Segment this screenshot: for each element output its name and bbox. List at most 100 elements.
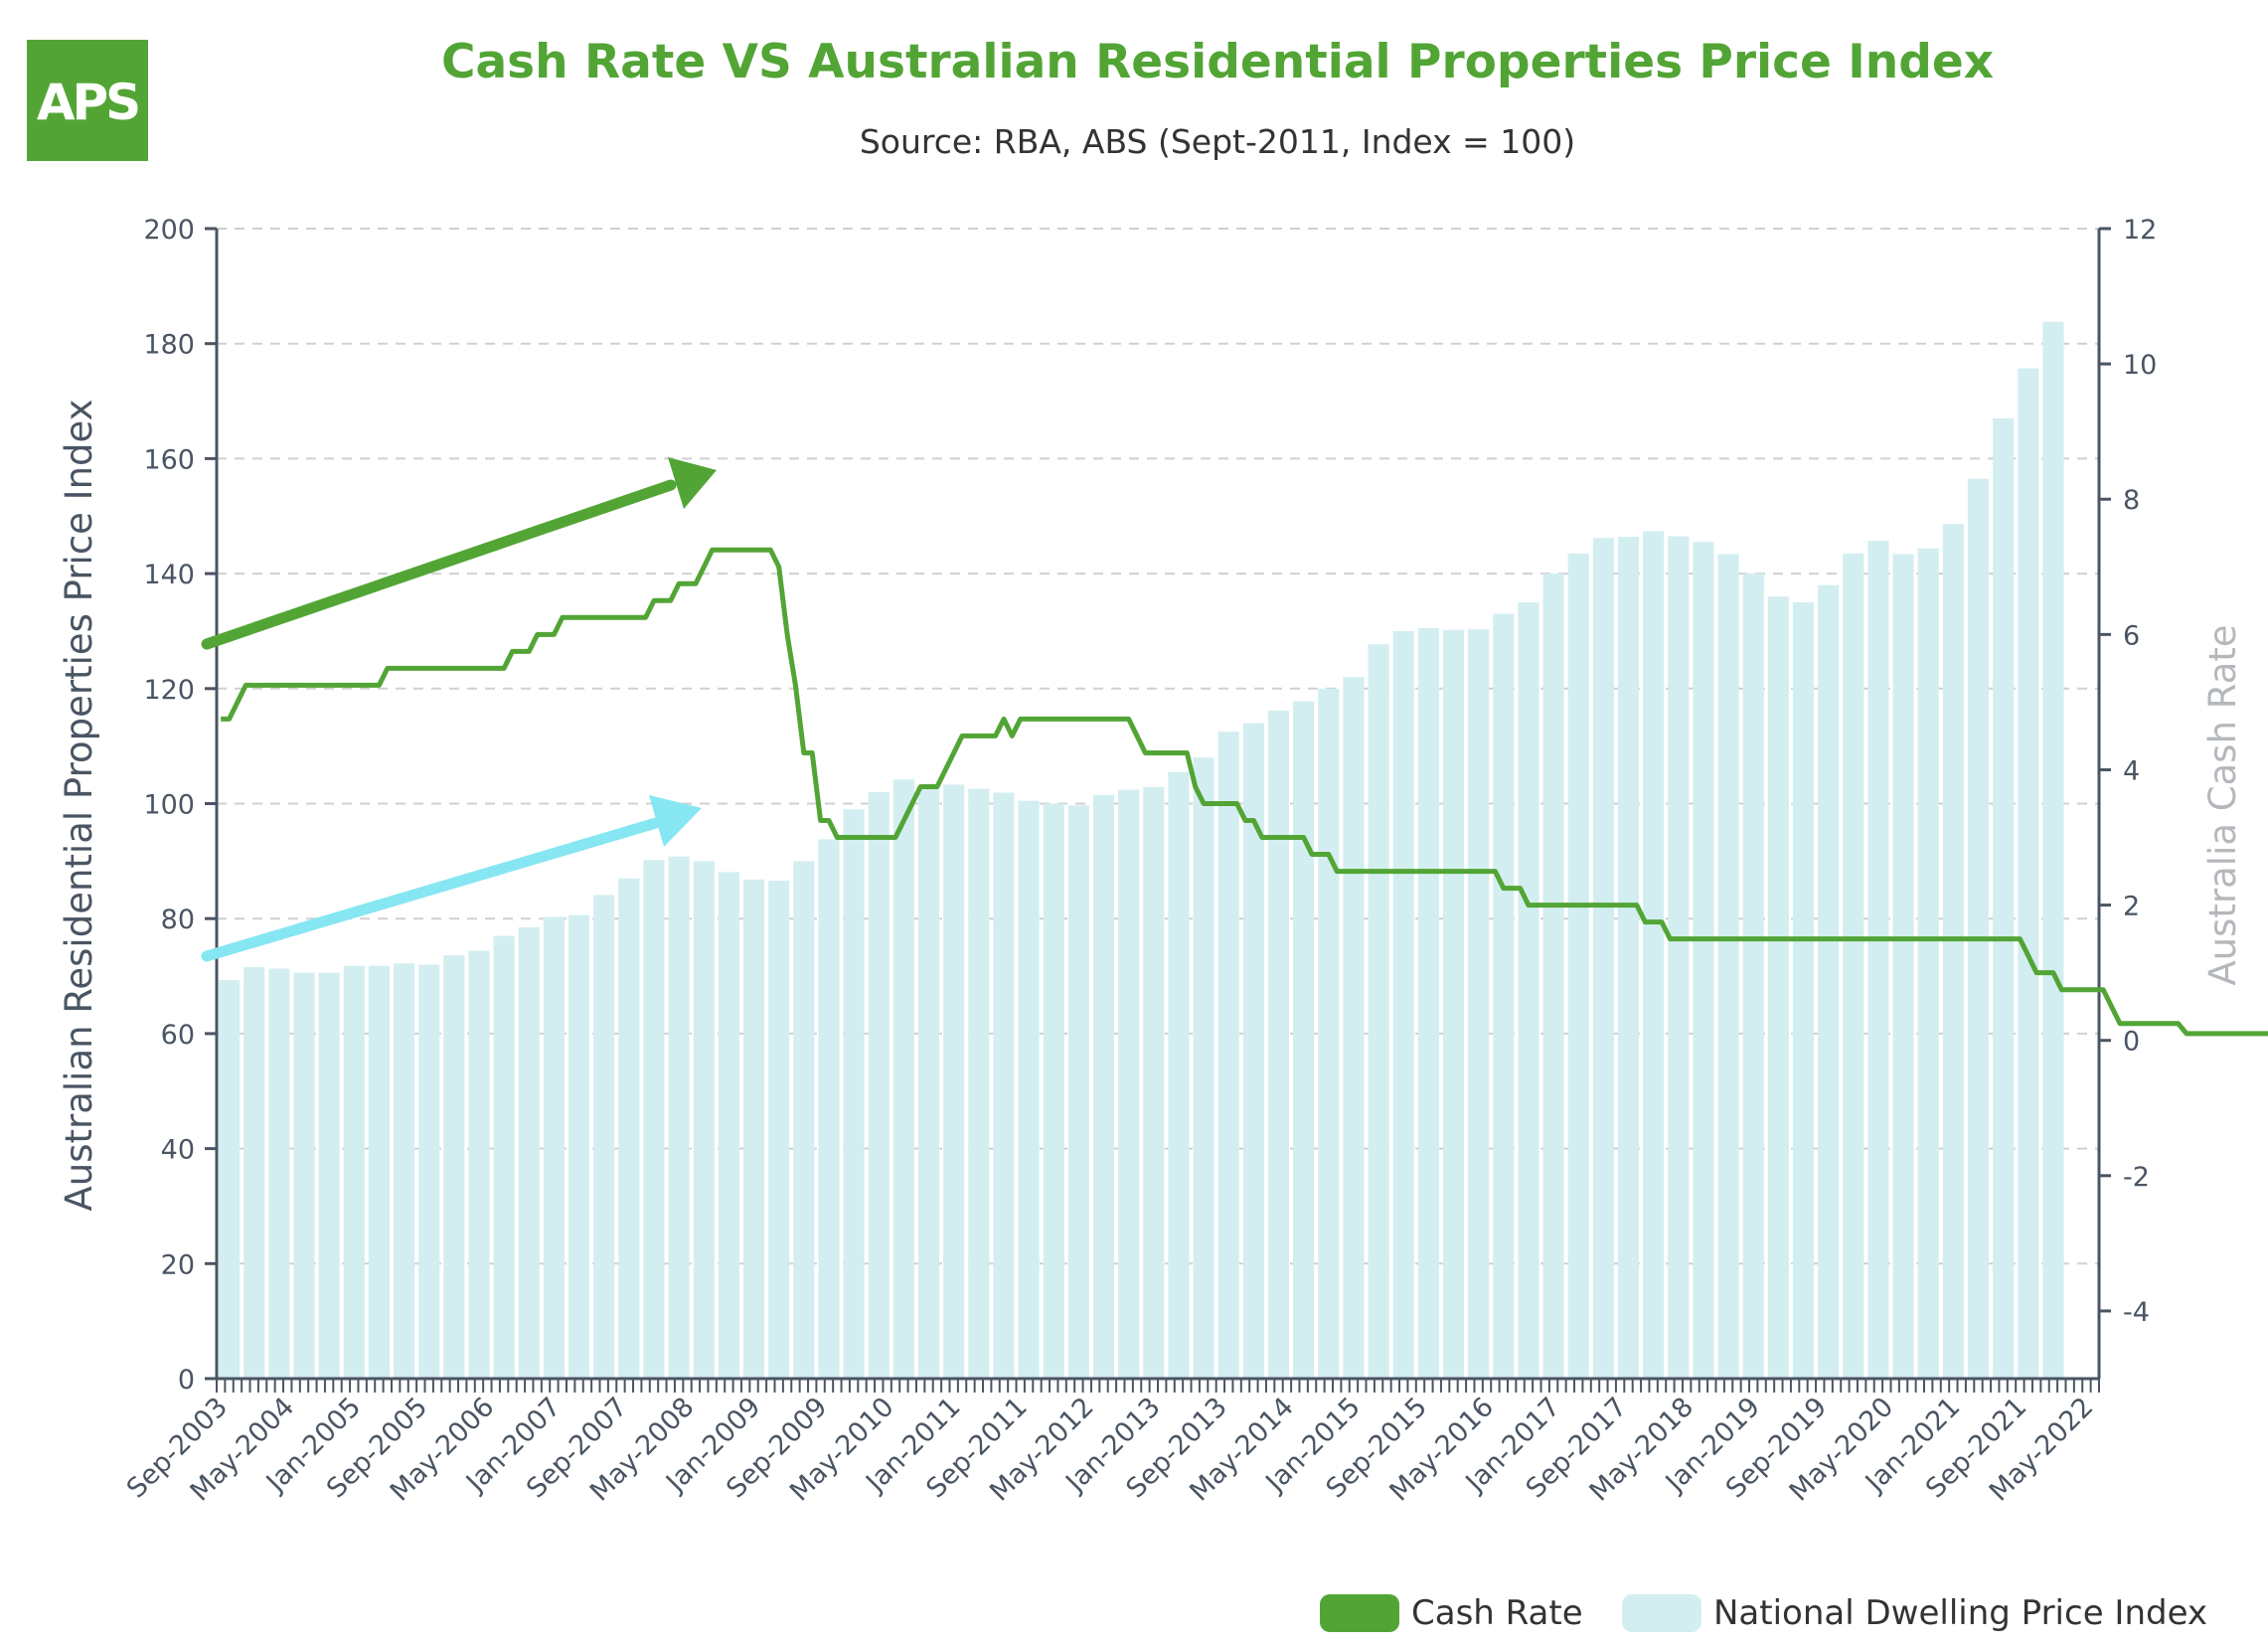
price-index-bar bbox=[1892, 554, 1914, 1379]
right-axis-title: Australia Cash Rate bbox=[2201, 624, 2244, 985]
left-tick-label: 80 bbox=[161, 904, 195, 935]
legend-label-price-index: National Dwelling Price Index bbox=[1713, 1593, 2207, 1633]
price-index-bar bbox=[1343, 677, 1365, 1379]
price-index-bar bbox=[768, 881, 790, 1379]
price-index-bar bbox=[793, 861, 815, 1379]
price-index-bar bbox=[1143, 786, 1165, 1379]
price-index-bar bbox=[1592, 538, 1614, 1379]
green-trend-arrow bbox=[201, 457, 717, 650]
price-index-bar bbox=[892, 779, 914, 1379]
cyan-arrow-head bbox=[649, 795, 702, 847]
left-tick-label: 40 bbox=[161, 1135, 195, 1166]
price-index-bar bbox=[343, 965, 365, 1379]
left-tick-label: 20 bbox=[161, 1249, 195, 1280]
price-index-bar bbox=[393, 963, 415, 1379]
cyan-trend-arrow bbox=[201, 795, 702, 962]
left-axis-title: Australian Residential Properties Price … bbox=[58, 399, 100, 1211]
aps-logo: APS bbox=[27, 40, 148, 161]
price-index-bar bbox=[818, 839, 840, 1379]
legend: Cash Rate National Dwelling Price Index bbox=[1320, 1593, 2207, 1633]
left-tick-label: 0 bbox=[178, 1365, 195, 1396]
legend-swatch-price-index bbox=[1622, 1594, 1701, 1632]
right-tick-label: 4 bbox=[2123, 755, 2140, 786]
price-index-bar bbox=[1368, 644, 1389, 1379]
left-axis-ticks: 0 20 40 60 80 100 120 140 160 180 200 bbox=[143, 215, 217, 1396]
price-index-bar bbox=[1293, 701, 1315, 1379]
price-index-bar bbox=[1668, 536, 1690, 1379]
price-index-bar bbox=[1867, 541, 1889, 1379]
price-index-bar bbox=[1942, 524, 1964, 1379]
price-index-bar bbox=[418, 964, 440, 1379]
price-index-bar bbox=[1442, 629, 1465, 1379]
left-tick-label: 60 bbox=[161, 1020, 195, 1051]
price-index-bar bbox=[318, 972, 340, 1379]
price-index-bar bbox=[1742, 574, 1764, 1379]
price-index-bar bbox=[968, 788, 990, 1379]
price-index-bar bbox=[1193, 757, 1215, 1379]
left-tick-label: 120 bbox=[143, 675, 195, 706]
price-index-bar bbox=[1417, 628, 1439, 1379]
price-index-bar bbox=[868, 791, 890, 1379]
left-tick-label: 160 bbox=[143, 444, 195, 475]
price-index-bar bbox=[293, 972, 315, 1379]
price-index-bar bbox=[368, 965, 390, 1379]
price-index-bar bbox=[1067, 805, 1089, 1379]
price-index-bar bbox=[1818, 584, 1840, 1379]
price-index-bar bbox=[718, 872, 739, 1379]
price-index-bar bbox=[1118, 789, 1140, 1379]
price-index-bar bbox=[1267, 710, 1290, 1379]
price-index-bar bbox=[1843, 553, 1864, 1379]
price-index-bar bbox=[1392, 630, 1414, 1379]
price-index-bar bbox=[943, 784, 965, 1379]
green-arrow-head bbox=[668, 457, 717, 509]
price-index-bar bbox=[518, 926, 540, 1379]
price-index-bar bbox=[1767, 596, 1789, 1379]
price-index-bars bbox=[219, 321, 2064, 1380]
price-index-bar bbox=[1967, 478, 1990, 1380]
left-tick-label: 180 bbox=[143, 330, 195, 361]
price-index-bar bbox=[219, 980, 241, 1379]
price-index-bar bbox=[1518, 602, 1539, 1379]
logo-text: APS bbox=[37, 74, 138, 131]
price-index-bar bbox=[843, 809, 865, 1379]
price-index-bar bbox=[443, 955, 465, 1379]
right-tick-label: 8 bbox=[2123, 485, 2140, 516]
right-tick-label: -4 bbox=[2123, 1297, 2150, 1328]
price-index-bar bbox=[1468, 629, 1490, 1379]
price-index-bar bbox=[2018, 368, 2039, 1379]
left-tick-label: 100 bbox=[143, 790, 195, 821]
price-index-bar bbox=[593, 895, 615, 1379]
price-index-bar bbox=[1717, 554, 1739, 1379]
cash-rate-layer bbox=[221, 547, 2268, 1037]
x-axis-ticks: Sep-2003May-2004Jan-2005Sep-2005May-2006… bbox=[121, 1379, 2100, 1508]
chart-title: Cash Rate VS Australian Residential Prop… bbox=[441, 35, 1994, 89]
right-tick-label: 10 bbox=[2123, 350, 2157, 381]
legend-label-cash-rate: Cash Rate bbox=[1411, 1593, 1583, 1633]
price-index-bar bbox=[268, 968, 290, 1379]
price-index-bar bbox=[1217, 732, 1239, 1379]
price-index-bar bbox=[742, 879, 765, 1379]
price-index-bar bbox=[1542, 574, 1564, 1379]
price-index-bar bbox=[243, 966, 265, 1379]
legend-swatch-cash-rate bbox=[1320, 1594, 1399, 1632]
left-tick-label: 140 bbox=[143, 560, 195, 590]
price-index-bar bbox=[1092, 794, 1115, 1379]
left-tick-label: 200 bbox=[143, 215, 195, 246]
price-index-bar bbox=[1567, 553, 1589, 1379]
price-index-bar bbox=[493, 935, 515, 1379]
price-index-bar bbox=[1917, 548, 1939, 1379]
price-index-bar bbox=[1493, 613, 1515, 1379]
right-tick-label: 2 bbox=[2123, 892, 2140, 922]
cash-rate-line bbox=[221, 547, 2268, 1037]
logo-background bbox=[27, 40, 148, 161]
green-arrow-shaft bbox=[201, 479, 677, 650]
price-index-bar bbox=[1693, 542, 1714, 1379]
price-index-bar bbox=[1018, 800, 1040, 1379]
right-tick-label: 12 bbox=[2123, 215, 2157, 246]
price-index-bar bbox=[917, 786, 940, 1379]
price-index-bar bbox=[468, 950, 490, 1379]
price-index-bar bbox=[1617, 537, 1640, 1379]
price-index-bar bbox=[1242, 723, 1264, 1379]
chart-subtitle: Source: RBA, ABS (Sept-2011, Index = 100… bbox=[860, 122, 1575, 161]
